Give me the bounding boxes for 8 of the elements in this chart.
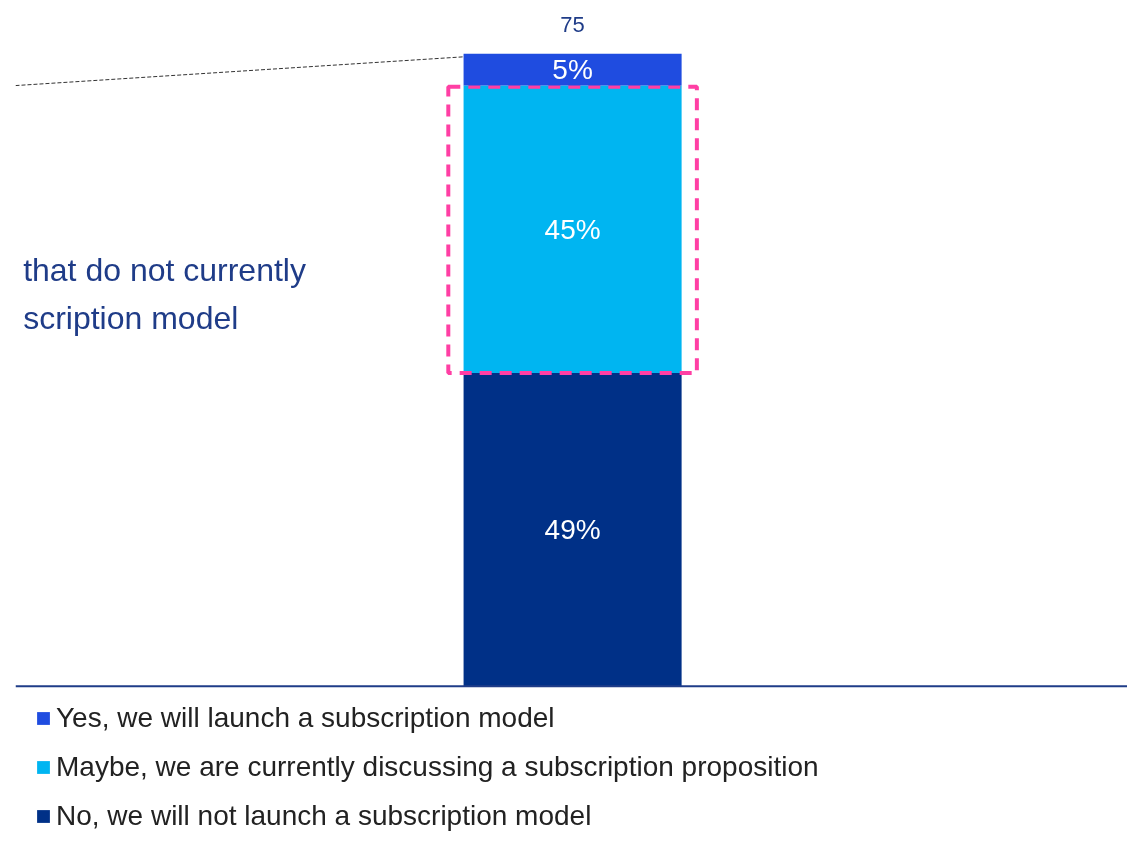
data-label: 49%	[544, 514, 601, 546]
annotation: 75	[560, 11, 585, 37]
text: that do not currently scription model	[23, 251, 306, 337]
legend-label: Yes, we will launch a subscription model	[56, 702, 555, 734]
data-label: 5%	[552, 54, 593, 86]
legend-label: No, we will not launch a subscription model	[56, 800, 592, 832]
legend-label: Maybe, we are currently discussing a subscription proposition	[56, 751, 819, 783]
data-label: 45%	[544, 213, 601, 245]
